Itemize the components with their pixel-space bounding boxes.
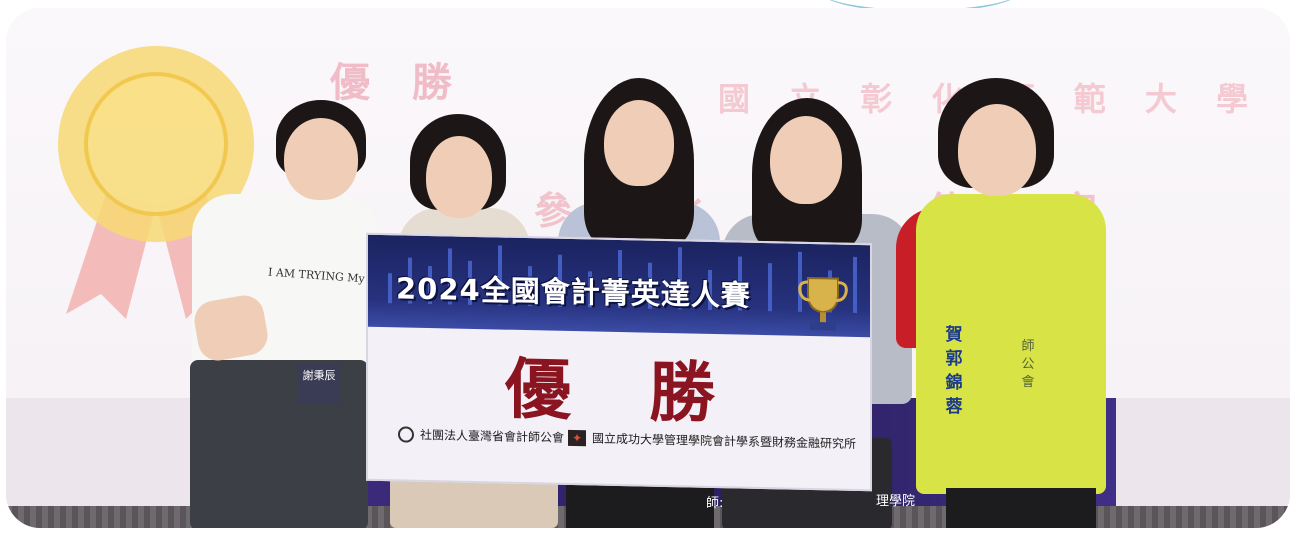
vest-name-text: 賀郭錦蓉 [945,325,963,417]
name-badge: 謝秉辰 [298,364,340,404]
award-board: 2024全國會計菁英達人賽 優勝 社團法人臺灣省會計師公會 ✦ 國立成功大學管 [366,232,872,492]
stage-text-left: 師: [706,496,724,511]
accountants-association-logo-icon [398,425,414,443]
vest-side-text: 師公會 [1021,339,1035,390]
university-logo-icon: ✦ [568,429,586,446]
background-award-text: 優 勝 [330,60,466,106]
award-photo: 優 勝 國 立 彰 化 師 範 大 學 參 比 頒 傳 家 [6,8,1290,528]
trophy-icon [798,276,848,331]
board-award-text: 優勝 [505,349,793,434]
badge-name: 謝秉辰 [302,369,336,382]
stage-text-right: 理學院 [876,494,916,509]
board-title: 2024全國會計菁英達人賽 [396,271,751,313]
org-left: 社團法人臺灣省會計師公會 [398,425,564,445]
org-left-text: 社團法人臺灣省會計師公會 [420,427,565,445]
board-header: 2024全國會計菁英達人賽 [368,234,870,338]
